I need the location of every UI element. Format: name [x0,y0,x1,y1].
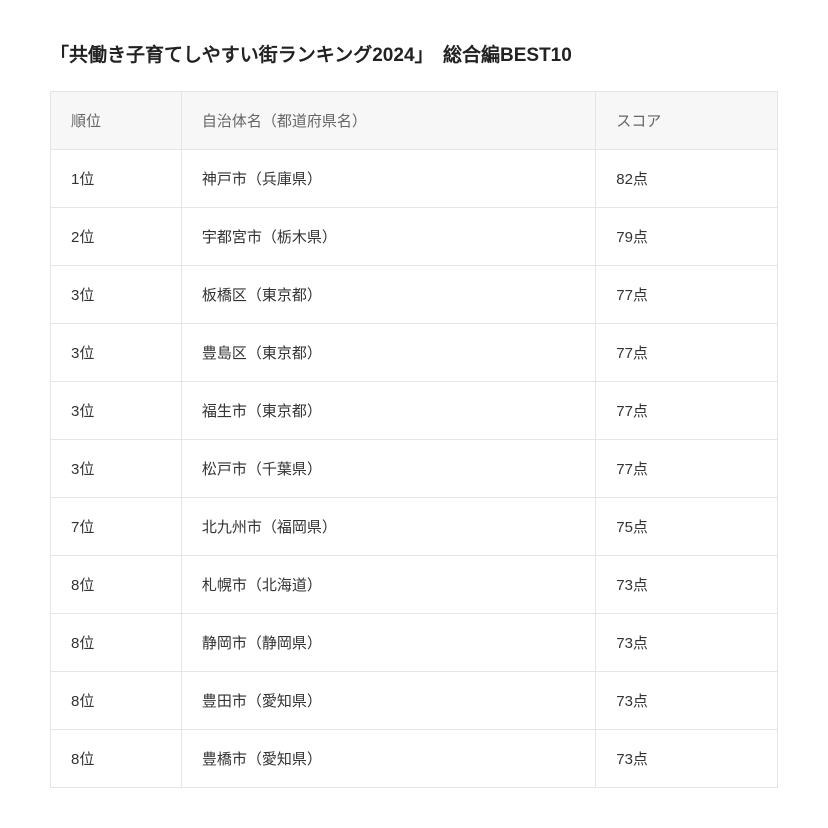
cell-name: 北九州市（福岡県） [181,498,595,556]
cell-score: 75点 [596,498,778,556]
cell-name: 豊橋市（愛知県） [181,730,595,788]
table-row: 2位宇都宮市（栃木県）79点 [51,208,778,266]
table-row: 7位北九州市（福岡県）75点 [51,498,778,556]
table-row: 3位福生市（東京都）77点 [51,382,778,440]
cell-score: 77点 [596,382,778,440]
table-row: 1位神戸市（兵庫県）82点 [51,150,778,208]
cell-name: 福生市（東京都） [181,382,595,440]
table-row: 3位豊島区（東京都）77点 [51,324,778,382]
cell-rank: 7位 [51,498,182,556]
table-row: 8位豊田市（愛知県）73点 [51,672,778,730]
cell-name: 宇都宮市（栃木県） [181,208,595,266]
cell-name: 神戸市（兵庫県） [181,150,595,208]
cell-score: 73点 [596,614,778,672]
page-title: 「共働き子育てしやすい街ランキング2024」 総合編BEST10 [50,40,778,67]
table-row: 8位静岡市（静岡県）73点 [51,614,778,672]
table-row: 3位松戸市（千葉県）77点 [51,440,778,498]
cell-score: 79点 [596,208,778,266]
cell-name: 静岡市（静岡県） [181,614,595,672]
cell-score: 73点 [596,730,778,788]
cell-rank: 3位 [51,324,182,382]
cell-rank: 1位 [51,150,182,208]
cell-name: 札幌市（北海道） [181,556,595,614]
cell-rank: 8位 [51,556,182,614]
cell-name: 豊島区（東京都） [181,324,595,382]
cell-rank: 8位 [51,672,182,730]
cell-rank: 3位 [51,266,182,324]
cell-name: 板橋区（東京都） [181,266,595,324]
cell-rank: 2位 [51,208,182,266]
table-header-row: 順位 自治体名（都道府県名） スコア [51,92,778,150]
header-name: 自治体名（都道府県名） [181,92,595,150]
cell-rank: 8位 [51,614,182,672]
header-score: スコア [596,92,778,150]
table-row: 3位板橋区（東京都）77点 [51,266,778,324]
table-row: 8位豊橋市（愛知県）73点 [51,730,778,788]
table-body: 1位神戸市（兵庫県）82点2位宇都宮市（栃木県）79点3位板橋区（東京都）77点… [51,150,778,788]
cell-name: 松戸市（千葉県） [181,440,595,498]
ranking-table: 順位 自治体名（都道府県名） スコア 1位神戸市（兵庫県）82点2位宇都宮市（栃… [50,91,778,788]
cell-rank: 3位 [51,440,182,498]
cell-score: 73点 [596,556,778,614]
cell-score: 82点 [596,150,778,208]
cell-rank: 3位 [51,382,182,440]
table-row: 8位札幌市（北海道）73点 [51,556,778,614]
cell-score: 77点 [596,440,778,498]
cell-name: 豊田市（愛知県） [181,672,595,730]
cell-score: 77点 [596,266,778,324]
header-rank: 順位 [51,92,182,150]
cell-score: 77点 [596,324,778,382]
cell-score: 73点 [596,672,778,730]
cell-rank: 8位 [51,730,182,788]
